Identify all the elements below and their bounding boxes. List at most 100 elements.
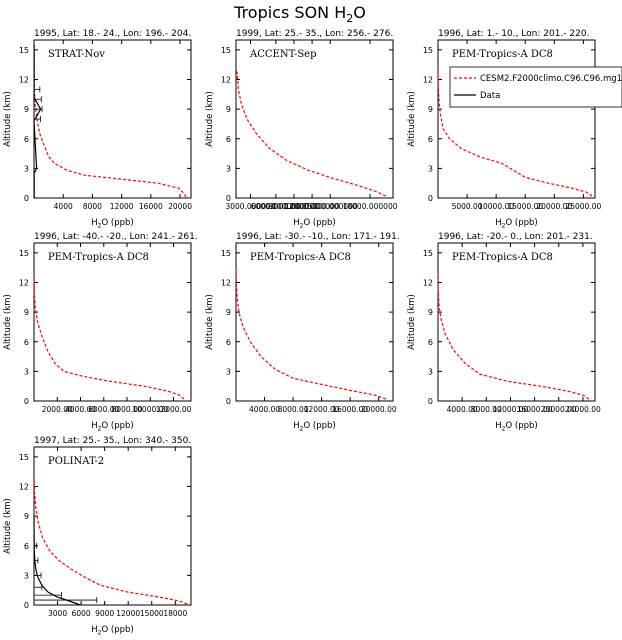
plot-frame [437, 39, 596, 199]
x-tick-label: 6000.00 [88, 405, 119, 414]
error-bar [34, 96, 42, 103]
x-tick-label: 8000.00 [112, 405, 143, 414]
y-tick-label: 9 [226, 308, 231, 317]
y-tick-label: 0 [226, 194, 231, 203]
x-axis-label-subscript: 2 [502, 223, 506, 230]
x-tick-label: 20000.00 [541, 405, 577, 414]
x-tick-label: 16000.00 [517, 405, 553, 414]
x-axis-label-tail: O (ppb) [102, 218, 134, 228]
y-tick-label: 15 [19, 249, 29, 258]
x-tick-label: 8000.00 [278, 405, 309, 414]
y-tick-label: 6 [226, 135, 231, 144]
x-axis-label-main: H [495, 218, 501, 228]
y-tick-label: 12 [19, 279, 29, 288]
x-tick-label: 20000 [168, 202, 192, 211]
y-tick-label: 6 [428, 135, 433, 144]
x-axis-label-tail: O (ppb) [506, 421, 538, 431]
x-tick-label: 10000.00 [478, 202, 514, 211]
x-axis-label: H2O (ppb) [495, 421, 537, 433]
panel-header: 1995, Lat: 18.- 24., Lon: 196.- 204. [34, 29, 191, 39]
legend-label: CESM2.F2000climo.C96.C96.mg17 [480, 74, 622, 84]
error-bar [34, 597, 98, 604]
x-tick-label: 18000 [163, 609, 187, 618]
x-axis-label-subscript: 2 [98, 426, 102, 433]
x-axis-label-tail: O (ppb) [506, 218, 538, 228]
y-tick-label: 0 [428, 397, 433, 406]
x-tick-label: 20000.00 [536, 202, 572, 211]
x-tick-label: 6000.000000 [251, 202, 301, 211]
x-tick-label: 10000.00 [132, 405, 168, 414]
y-tick-label: 3 [226, 367, 231, 376]
y-axis-label: Altitude (km) [3, 294, 13, 350]
x-axis-label-main: H [91, 625, 97, 635]
error-bar [34, 106, 43, 113]
x-axis-label-tail: O (ppb) [102, 625, 134, 635]
x-axis-label-subscript: 2 [98, 223, 102, 230]
panel-title: PEM-Tropics-A DC8 [452, 252, 553, 263]
y-tick-label: 9 [428, 308, 433, 317]
y-tick-label: 6 [24, 135, 29, 144]
y-tick-label: 9 [226, 105, 231, 114]
x-axis-label-subscript: 2 [502, 426, 506, 433]
y-tick-label: 0 [428, 194, 433, 203]
y-tick-label: 0 [24, 397, 29, 406]
panel-header: 1996, Lat: -20.- 0., Lon: 201.- 231. [438, 232, 593, 242]
chart-panel-4: 1996, Lat: -40.- -20., Lon: 241.- 261. PE… [3, 232, 198, 433]
plot-frame [437, 242, 596, 402]
y-tick-label: 15 [221, 46, 231, 55]
x-axis-label-subscript: 2 [300, 223, 304, 230]
plot-frame [235, 39, 394, 199]
x-tick-label: 4000 [54, 202, 73, 211]
plot-frame [33, 242, 192, 402]
x-tick-label: 12000.00 [304, 405, 340, 414]
chart-panel-2: 1999, Lat: 25.- 35., Lon: 256.- 276. ACCE… [205, 29, 398, 230]
model-series-line [33, 274, 185, 400]
x-tick-label: 5000.00 [452, 202, 483, 211]
panel-title: PEM-Tropics-A DC8 [48, 252, 149, 263]
legend-box [449, 66, 622, 108]
panel-header: 1996, Lat: -40.- -20., Lon: 241.- 261. [34, 232, 198, 242]
y-tick-label: 15 [19, 453, 29, 462]
x-axis-label-tail: O (ppb) [102, 421, 134, 431]
y-axis-label: Altitude (km) [205, 91, 215, 147]
y-tick-label: 15 [423, 46, 433, 55]
panel-header: 1996, Lat: 1.- 10., Lon: 201.- 220. [438, 29, 589, 39]
y-tick-label: 3 [226, 164, 231, 173]
x-tick-label: 12000.00 [493, 405, 529, 414]
panel-title: POLINAT-2 [48, 456, 104, 467]
chart-panel-6: 1996, Lat: -20.- 0., Lon: 201.- 231. PEM-… [407, 232, 601, 433]
y-axis-label: Altitude (km) [205, 294, 215, 350]
x-tick-label: 8000.00 [471, 405, 502, 414]
x-tick-label: 12000.000000 [285, 202, 340, 211]
x-tick-label: 12000 [116, 609, 140, 618]
y-axis-label: Altitude (km) [407, 91, 417, 147]
chart-panel-5: 1996, Lat: -30.- -10., Lon: 171.- 191. PE… [205, 232, 400, 433]
x-tick-label: 20000.00 [361, 405, 397, 414]
error-bar [34, 86, 41, 93]
x-axis-label-tail: O (ppb) [304, 421, 336, 431]
y-tick-label: 12 [423, 76, 433, 85]
x-tick-label: 16000 [139, 202, 163, 211]
y-tick-label: 12 [19, 76, 29, 85]
error-bar [34, 572, 42, 579]
panel-title: PEM-Tropics-A DC8 [250, 252, 351, 263]
plot-frame [33, 446, 192, 606]
y-axis-label: Altitude (km) [3, 91, 13, 147]
chart-panels: 1995, Lat: 18.- 24., Lon: 196.- 204. STRA… [3, 29, 601, 637]
x-tick-label: 9000.000000 [269, 202, 319, 211]
x-tick-label: 15000.000000 [303, 202, 358, 211]
x-axis-label-main: H [91, 218, 97, 228]
x-tick-label: 4000.00 [447, 405, 478, 414]
chart-panel-3: 1996, Lat: 1.- 10., Lon: 201.- 220. PEM-T… [407, 29, 601, 230]
y-tick-label: 3 [24, 164, 29, 173]
y-tick-label: 6 [24, 542, 29, 551]
y-tick-label: 12 [19, 483, 29, 492]
y-tick-label: 15 [221, 249, 231, 258]
y-tick-label: 12 [221, 279, 231, 288]
x-axis-label: H2O (ppb) [495, 218, 537, 230]
panel-title: STRAT-Nov [48, 49, 105, 60]
x-tick-label: 9000 [95, 609, 114, 618]
panel-title: ACCENT-Sep [249, 49, 317, 60]
x-axis-label-main: H [293, 421, 299, 431]
